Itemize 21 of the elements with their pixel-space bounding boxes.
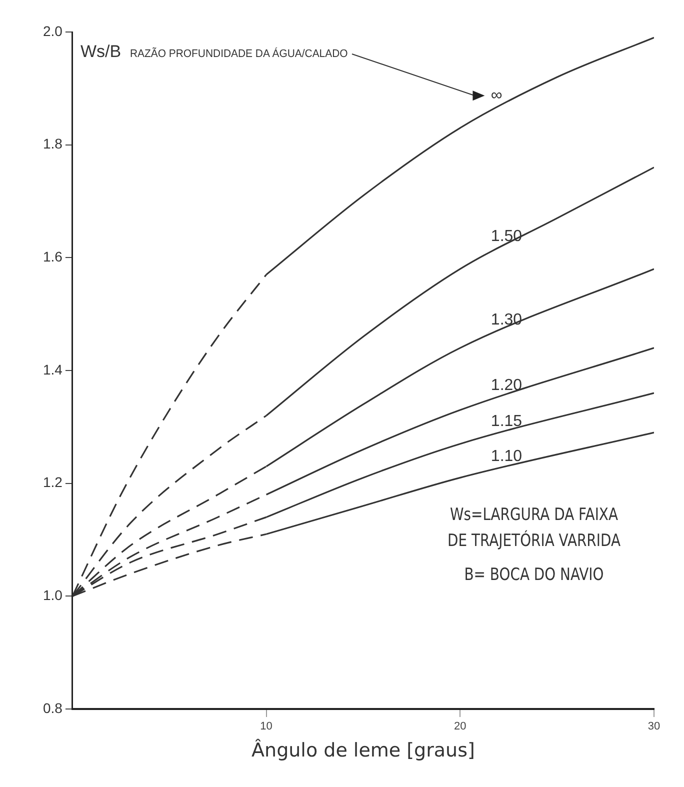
series-label: 1.10 bbox=[490, 448, 522, 466]
y-tick-label: 1.8 bbox=[42, 136, 63, 152]
series-label: 1.15 bbox=[490, 413, 522, 430]
y-tick-label: 1.0 bbox=[42, 587, 63, 604]
series-label: ∞ bbox=[490, 87, 502, 104]
y-axis-title: Ws/B bbox=[80, 42, 122, 62]
y-tick-label: 1.2 bbox=[42, 474, 63, 490]
x-tick-label: 10 bbox=[260, 720, 272, 733]
annotation: B= BOCA DO NAVIO bbox=[463, 564, 605, 587]
x-tick-label: 30 bbox=[648, 720, 660, 733]
y-tick-label: 1.4 bbox=[42, 361, 63, 378]
series-label: 1.30 bbox=[490, 312, 522, 329]
y-tick-label: 2.0 bbox=[42, 22, 63, 39]
annotation: RAZÃO PROFUNDIDADE DA ÁGUA/CALADO bbox=[130, 48, 348, 60]
series-label: 1.20 bbox=[490, 376, 522, 394]
annotation: Ws=LARGURA DA FAIXA DE TRAJETÓRIA VARRIDA bbox=[446, 504, 622, 553]
y-tick-label: 1.6 bbox=[42, 248, 63, 265]
x-tick-label: 20 bbox=[454, 720, 466, 733]
series-label: 1.50 bbox=[490, 228, 522, 246]
x-axis-title: Ângulo de leme [graus] bbox=[252, 738, 475, 762]
y-tick-label: 0.8 bbox=[42, 700, 63, 716]
